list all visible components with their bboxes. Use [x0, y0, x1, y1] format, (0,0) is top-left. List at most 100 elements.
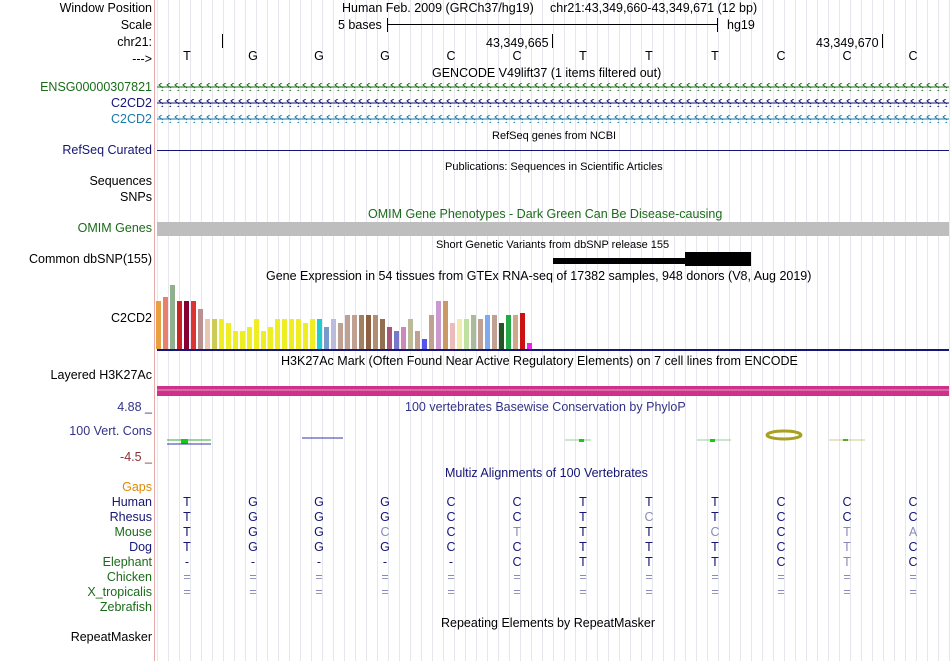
- alignment-base: C: [908, 555, 918, 569]
- gtex-bar[interactable]: [331, 319, 336, 349]
- guide-line: [751, 0, 752, 661]
- gtex-bar[interactable]: [219, 319, 224, 349]
- repeatmasker-label[interactable]: RepeatMasker: [70, 630, 152, 644]
- coord-tick-start: [222, 34, 223, 48]
- guide-line: [641, 0, 642, 661]
- gtex-bar[interactable]: [184, 301, 189, 349]
- alignment-base: G: [248, 540, 258, 554]
- alignment-base: =: [909, 585, 917, 599]
- species-label: Chicken: [106, 570, 152, 584]
- alignment-base: C: [512, 540, 522, 554]
- gtex-bar[interactable]: [177, 301, 182, 349]
- gtex-bar[interactable]: [268, 327, 273, 349]
- dbsnp-label[interactable]: Common dbSNP(155): [29, 252, 152, 266]
- gtex-bar[interactable]: [191, 301, 196, 349]
- publications-title: Publications: Sequences in Scientific Ar…: [445, 161, 663, 173]
- guide-line: [322, 0, 323, 661]
- gtex-bar[interactable]: [373, 315, 378, 349]
- gtex-bar[interactable]: [366, 315, 371, 349]
- gtex-bar[interactable]: [254, 319, 259, 349]
- gtex-bar[interactable]: [506, 315, 511, 349]
- gtex-bar[interactable]: [401, 327, 406, 349]
- gtex-bar[interactable]: [338, 323, 343, 349]
- refseq-gene-line[interactable]: [157, 150, 949, 151]
- guide-line: [531, 0, 532, 661]
- dbsnp-variant-thick[interactable]: [685, 252, 751, 266]
- gtex-bar[interactable]: [240, 331, 245, 349]
- gtex-bar[interactable]: [324, 327, 329, 349]
- gtex-bar[interactable]: [457, 319, 462, 349]
- gtex-bar[interactable]: [310, 319, 315, 349]
- gencode-tracks[interactable]: [157, 81, 949, 127]
- alignment-base: C: [776, 495, 786, 509]
- gtex-bar[interactable]: [471, 315, 476, 349]
- gtex-bar[interactable]: [247, 327, 252, 349]
- gtex-bar[interactable]: [380, 319, 385, 349]
- gtex-bar[interactable]: [275, 319, 280, 349]
- guide-line: [190, 0, 191, 661]
- omim-label[interactable]: OMIM Genes: [77, 221, 152, 235]
- gtex-bar[interactable]: [156, 301, 161, 349]
- gtex-chart[interactable]: [155, 283, 535, 349]
- gtex-bar[interactable]: [394, 331, 399, 349]
- alignment-base: -: [448, 555, 454, 569]
- gtex-bar[interactable]: [436, 301, 441, 349]
- alignment-base: =: [777, 570, 785, 584]
- omim-gene-bar[interactable]: [157, 222, 949, 236]
- gtex-bar[interactable]: [296, 319, 301, 349]
- gtex-bar[interactable]: [233, 331, 238, 349]
- gtex-bar[interactable]: [261, 331, 266, 349]
- gtex-bar[interactable]: [527, 343, 532, 349]
- gene-label-c2cd2-a[interactable]: C2CD2: [111, 96, 152, 110]
- refseq-title: RefSeq genes from NCBI: [492, 130, 617, 142]
- gtex-bar[interactable]: [205, 319, 210, 349]
- phylop-label[interactable]: 100 Vert. Cons: [69, 424, 152, 438]
- gtex-bar[interactable]: [303, 323, 308, 349]
- gtex-bar[interactable]: [520, 313, 525, 349]
- gtex-bar[interactable]: [163, 297, 168, 349]
- guide-line: [740, 0, 741, 661]
- gtex-bar[interactable]: [345, 315, 350, 349]
- gtex-bar[interactable]: [408, 319, 413, 349]
- gtex-bar[interactable]: [499, 323, 504, 349]
- guide-line: [476, 0, 477, 661]
- species-label: Mouse: [114, 525, 152, 539]
- snps-label[interactable]: SNPs: [120, 190, 152, 204]
- gtex-bar[interactable]: [352, 315, 357, 349]
- gtex-gene-label[interactable]: C2CD2: [111, 311, 152, 325]
- gtex-bar[interactable]: [478, 319, 483, 349]
- gtex-bar[interactable]: [513, 315, 518, 349]
- gtex-bar[interactable]: [387, 327, 392, 349]
- gaps-label: Gaps: [122, 480, 152, 494]
- guide-line: [839, 0, 840, 661]
- gtex-bar[interactable]: [429, 315, 434, 349]
- h3k27ac-signal[interactable]: [157, 386, 949, 396]
- gtex-bar[interactable]: [212, 319, 217, 349]
- gtex-bar[interactable]: [450, 323, 455, 349]
- gtex-bar[interactable]: [198, 309, 203, 349]
- gtex-bar[interactable]: [492, 315, 497, 349]
- gtex-bar[interactable]: [464, 319, 469, 349]
- gtex-bar[interactable]: [415, 331, 420, 349]
- gtex-bar[interactable]: [289, 319, 294, 349]
- reference-base: C: [842, 49, 852, 63]
- alignment-base: =: [711, 570, 719, 584]
- dbsnp-variant-thin[interactable]: [553, 258, 751, 264]
- alignment-base: T: [183, 495, 191, 509]
- phylop-track[interactable]: [157, 425, 949, 449]
- h3k27ac-label[interactable]: Layered H3K27Ac: [50, 368, 152, 382]
- gene-label-ensg[interactable]: ENSG00000307821: [40, 80, 152, 94]
- guide-line: [674, 0, 675, 661]
- refseq-label[interactable]: RefSeq Curated: [62, 143, 152, 157]
- gtex-bar[interactable]: [170, 285, 175, 349]
- gtex-bar[interactable]: [485, 315, 490, 349]
- gtex-bar[interactable]: [282, 319, 287, 349]
- gtex-bar[interactable]: [422, 339, 427, 349]
- gtex-bar[interactable]: [226, 323, 231, 349]
- sequences-label[interactable]: Sequences: [89, 174, 152, 188]
- gtex-bar[interactable]: [359, 315, 364, 349]
- gene-label-c2cd2-b[interactable]: C2CD2: [111, 112, 152, 126]
- gtex-bar[interactable]: [443, 301, 448, 349]
- guide-line: [575, 0, 576, 661]
- gtex-bar[interactable]: [317, 319, 322, 349]
